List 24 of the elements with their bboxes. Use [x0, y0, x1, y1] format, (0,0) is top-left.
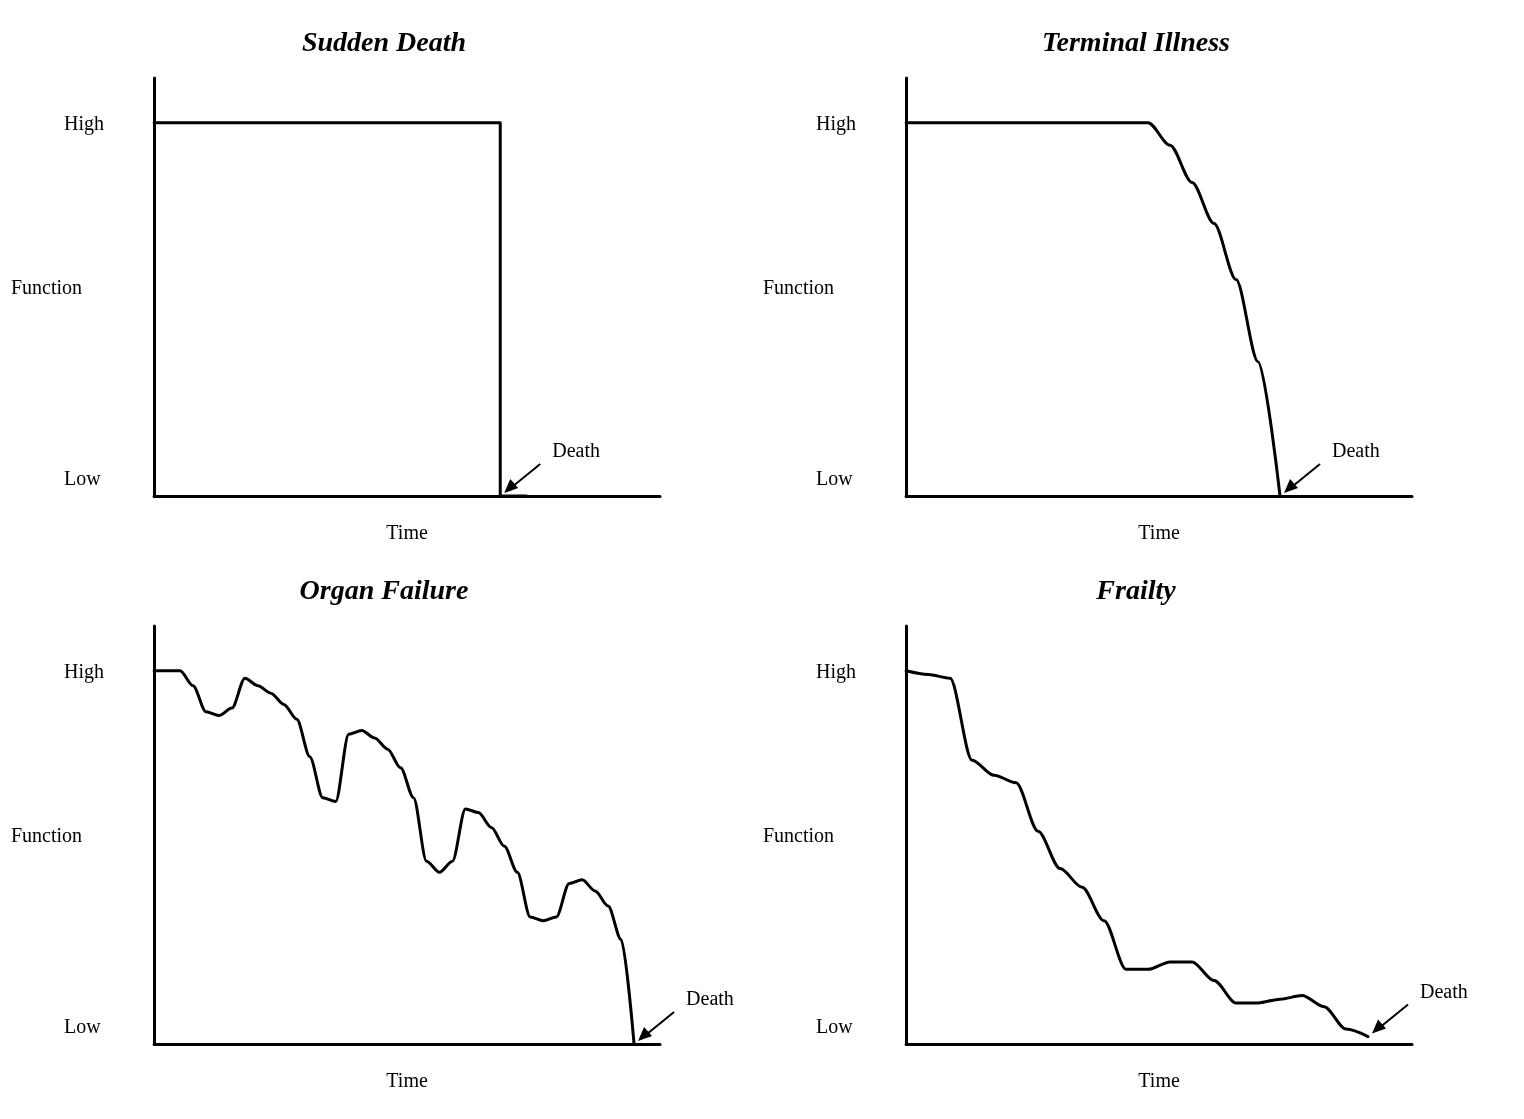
text: High [64, 111, 105, 135]
text: High [816, 111, 857, 135]
text: Low [816, 467, 854, 489]
y-axis-title: Function [762, 276, 835, 298]
y-axis-title: Function [762, 824, 835, 846]
text: Death [686, 987, 734, 1009]
x-axis-title: Time [1138, 521, 1180, 543]
y-axis-title: Function [10, 824, 83, 846]
text: Low [816, 1015, 854, 1037]
chart-title: Frailty [1095, 573, 1177, 605]
text: High [816, 659, 857, 683]
annotation: Death [552, 439, 601, 461]
text: Low [64, 1015, 102, 1037]
x-axis-title: Time [386, 521, 428, 543]
chart-title: Organ Failure [299, 573, 469, 605]
text: High [64, 659, 105, 683]
x-axis-title: Time [386, 1069, 428, 1091]
annotation: Death [1332, 439, 1380, 461]
chart-title: Sudden Death [301, 25, 467, 57]
chart-title: Terminal Illness [1041, 25, 1231, 57]
y-axis-title: Function [10, 276, 83, 298]
text: Low [64, 467, 102, 489]
text: Death [1420, 979, 1468, 1002]
x-axis-title: Time [1138, 1069, 1180, 1091]
